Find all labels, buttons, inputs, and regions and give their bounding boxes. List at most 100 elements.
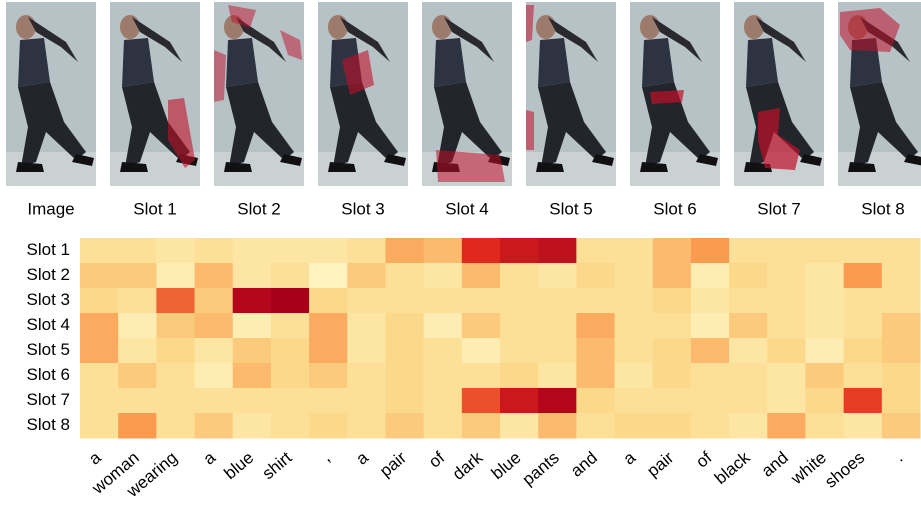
- x-tick-label: pants: [519, 448, 563, 489]
- heat-cell: [690, 263, 730, 289]
- heat-cell: [156, 413, 196, 439]
- heat-cell: [729, 338, 768, 364]
- heat-cell: [767, 363, 806, 389]
- heat-cell: [156, 313, 196, 339]
- heat-cell: [423, 288, 463, 314]
- heat-cell: [309, 238, 348, 264]
- heat-cell: [690, 363, 730, 389]
- heat-cell: [805, 313, 845, 339]
- slot-mask: [168, 98, 195, 168]
- heat-cell: [881, 413, 921, 439]
- heat-cell: [843, 363, 883, 389]
- photo: [6, 2, 96, 186]
- heat-cell: [423, 313, 463, 339]
- heat-cell: [194, 363, 234, 389]
- heat-cell: [80, 288, 119, 314]
- heat-cell: [538, 388, 577, 414]
- x-tick-label: blue: [488, 448, 525, 483]
- heat-cell: [576, 263, 616, 289]
- heat-cell: [881, 263, 921, 289]
- heat-cell: [805, 363, 845, 389]
- heat-cell: [270, 238, 310, 264]
- heat-cell: [500, 413, 539, 439]
- x-tick-label: of: [692, 448, 715, 472]
- heat-cell: [767, 338, 806, 364]
- heat-cell: [270, 413, 310, 439]
- heat-cell: [538, 313, 577, 339]
- x-tick-label: pair: [376, 448, 410, 481]
- heat-cell: [881, 288, 921, 314]
- heat-cell: [347, 388, 386, 414]
- panel-label: Slot 4: [445, 199, 488, 218]
- heat-cell: [461, 413, 501, 439]
- panel-label: Slot 2: [237, 199, 280, 218]
- heat-cell: [347, 413, 386, 439]
- heat-cell: [80, 413, 119, 439]
- heat-cell: [347, 238, 386, 264]
- heat-cell: [843, 238, 883, 264]
- heat-cell: [118, 338, 157, 364]
- panel-label: Slot 6: [653, 199, 696, 218]
- slot-mask: [758, 108, 800, 170]
- heat-cell: [423, 238, 463, 264]
- heat-cell: [690, 238, 730, 264]
- heat-cell: [538, 363, 577, 389]
- heat-cell: [881, 313, 921, 339]
- y-tick-label: Slot 4: [27, 315, 70, 334]
- heat-cell: [156, 288, 196, 314]
- heat-cell: [652, 388, 692, 414]
- heat-cell: [270, 388, 310, 414]
- heat-cell: [347, 263, 386, 289]
- heat-cell: [614, 288, 654, 314]
- heat-cell: [690, 313, 730, 339]
- heat-cell: [80, 338, 119, 364]
- heat-cell: [194, 263, 234, 289]
- heat-cell: [156, 338, 196, 364]
- heat-cell: [270, 263, 310, 289]
- heat-cell: [690, 388, 730, 414]
- heat-cell: [232, 238, 272, 264]
- heat-cell: [500, 338, 539, 364]
- heat-cell: [232, 313, 272, 339]
- heat-cell: [652, 238, 692, 264]
- heat-cell: [347, 338, 386, 364]
- y-tick-label: Slot 1: [27, 240, 70, 259]
- heat-cell: [500, 313, 539, 339]
- x-tick-label: and: [567, 448, 601, 481]
- x-tick-label: blue: [220, 448, 257, 483]
- heat-cell: [881, 388, 921, 414]
- heat-cell: [423, 263, 463, 289]
- slot-mask: [840, 8, 900, 52]
- x-tick-label: ,: [318, 448, 334, 466]
- heat-cell: [805, 413, 845, 439]
- heat-cell: [232, 413, 272, 439]
- photo: [318, 2, 408, 186]
- heat-cell: [881, 363, 921, 389]
- heat-cell: [461, 363, 501, 389]
- heat-cell: [538, 238, 577, 264]
- heat-cell: [614, 238, 654, 264]
- heat-cell: [881, 238, 921, 264]
- heat-cell: [232, 338, 272, 364]
- slot-mask: [342, 50, 374, 95]
- heat-cell: [538, 338, 577, 364]
- heat-cell: [385, 288, 425, 314]
- heat-cell: [118, 313, 157, 339]
- heat-cell: [500, 238, 539, 264]
- x-tick-label: a: [352, 448, 372, 469]
- heat-cell: [156, 363, 196, 389]
- x-tick-label: and: [758, 448, 792, 481]
- slot-mask: [526, 5, 534, 150]
- heat-cell: [423, 388, 463, 414]
- heat-cell: [118, 388, 157, 414]
- heat-cell: [232, 363, 272, 389]
- heat-cell: [576, 238, 616, 264]
- heat-cell: [843, 338, 883, 364]
- heat-cell: [309, 413, 348, 439]
- heat-cell: [156, 238, 196, 264]
- heat-cell: [843, 413, 883, 439]
- heat-cell: [729, 238, 768, 264]
- heat-cell: [614, 338, 654, 364]
- heat-cell: [576, 288, 616, 314]
